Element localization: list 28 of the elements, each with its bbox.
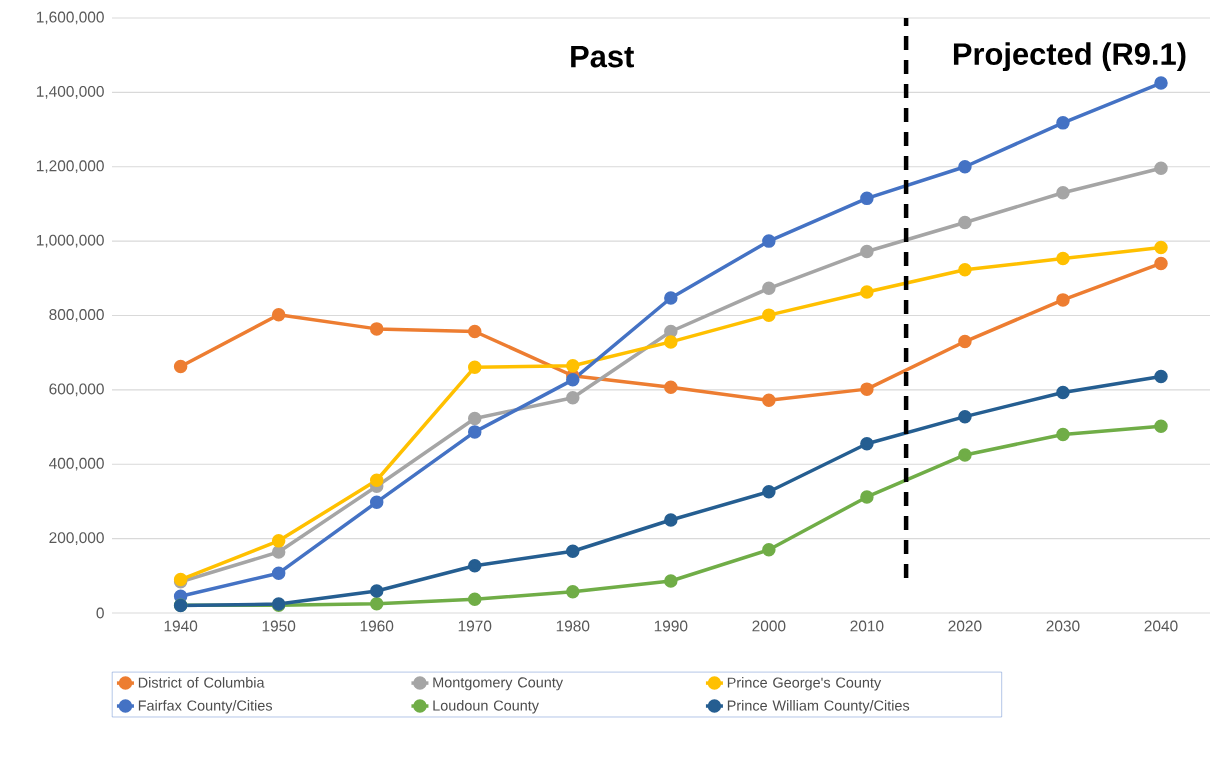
y-tick-label: 1,400,000 [36, 85, 104, 99]
x-tick-label: 1980 [556, 620, 590, 632]
legend-label: Montgomery County [433, 677, 564, 691]
x-tick-label: 1950 [262, 620, 296, 632]
x-tick-label: 2040 [1144, 620, 1178, 632]
x-tick-label: 1990 [654, 620, 688, 632]
x-tick-label: 2000 [752, 620, 786, 632]
legend-label: Prince George's County [727, 677, 882, 691]
y-tick-label: 1,200,000 [36, 160, 104, 174]
y-tick-label: 1,000,000 [36, 234, 104, 248]
legend-label: District of Columbia [138, 677, 265, 688]
x-tick-label: 2030 [1046, 620, 1080, 632]
y-tick-label: 0 [96, 607, 104, 619]
x-tick-label: 1970 [458, 620, 492, 632]
x-tick-label: 1960 [360, 620, 394, 632]
annotation: Past [571, 45, 634, 68]
legend-label: Fairfax County/Cities [138, 700, 273, 714]
legend-label: Prince William County/Cities [727, 700, 910, 714]
legend-label: Loudoun County [433, 700, 539, 714]
y-tick-label: 200,000 [49, 532, 104, 545]
y-tick-label: 600,000 [49, 383, 104, 397]
x-tick-label: 2020 [948, 620, 982, 632]
x-tick-label: 2010 [850, 620, 884, 632]
y-tick-label: 400,000 [49, 457, 104, 471]
x-tick-label: 1940 [164, 620, 198, 632]
annotation: Projected (R9.1) [953, 42, 1186, 72]
y-tick-label: 1,600,000 [36, 11, 104, 25]
y-tick-label: 800,000 [49, 309, 104, 322]
